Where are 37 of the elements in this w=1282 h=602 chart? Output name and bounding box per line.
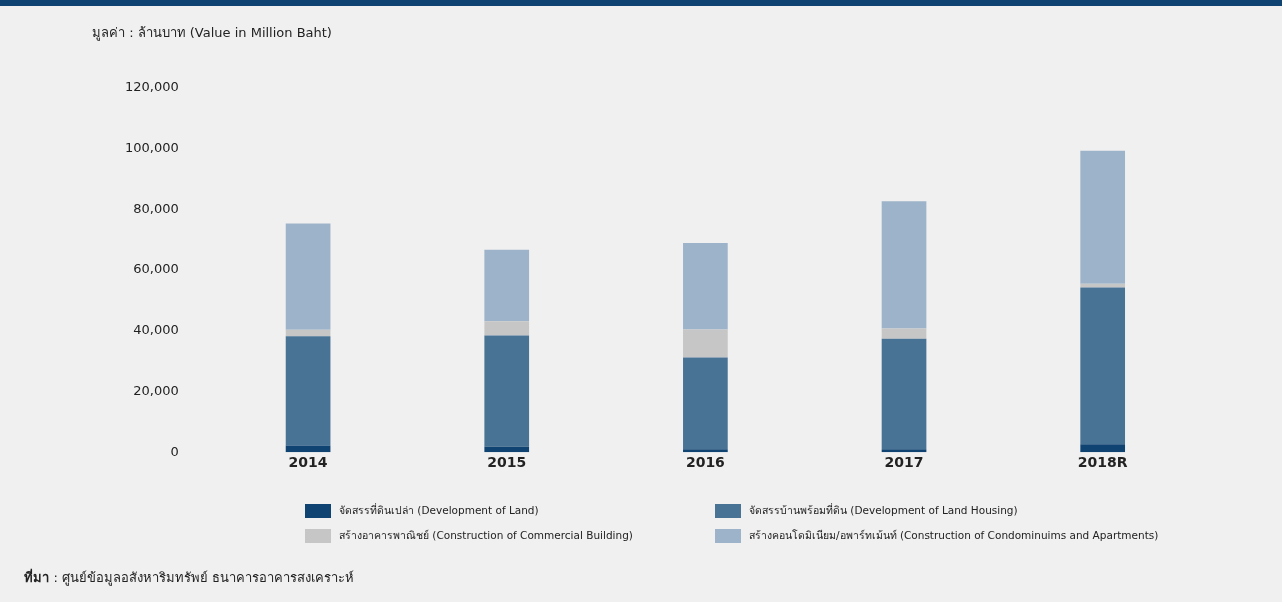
bar: [484, 335, 530, 447]
x-tick-label: 2016: [685, 454, 725, 471]
bar: [683, 449, 728, 453]
legend-label: สร้างคอนโดมิเนียม/อพาร์ทเม้นท์ (Construction of Condominuims and Apartments): [749, 528, 1159, 543]
bar: [285, 223, 331, 330]
y-tick-label: 40,000: [133, 322, 179, 338]
y-tick-label: 60,000: [133, 261, 179, 277]
bar: [285, 336, 331, 446]
bar: [484, 249, 530, 322]
bar: [683, 242, 728, 330]
x-tick-label: 2017: [884, 454, 924, 471]
bar: [881, 449, 927, 453]
y-axis-title: มูลค่า : ล้านบาท (Value in Million Baht): [92, 24, 332, 43]
bar: [484, 446, 530, 453]
y-tick-label: 0: [170, 443, 179, 459]
legend-label: จัดสรรบ้านพร้อมที่ดิน (Development of Land Housing): [749, 502, 1018, 518]
bar: [285, 329, 331, 337]
bar: [881, 328, 927, 339]
bar: [1080, 150, 1126, 284]
y-tick-label: 120,000: [124, 79, 179, 95]
bar: [1080, 287, 1126, 445]
legend-label: สร้างอาคารพาณิชย์ (Construction of Commercial Building): [339, 528, 633, 543]
x-tick-label: 2018R: [1077, 454, 1128, 471]
bar: [1080, 444, 1126, 453]
text: ที่มา : ศูนย์ข้อมูลอสังหาริมทรัพย์ ธนาคารอาคารสงเคราะห์: [24, 567, 355, 588]
bar: [484, 321, 530, 336]
bar: [881, 338, 927, 450]
bar: [1080, 283, 1126, 288]
x-tick-label: 2014: [288, 454, 328, 471]
bar: [683, 329, 728, 358]
bar: [683, 357, 728, 450]
y-tick-label: 20,000: [133, 382, 179, 398]
y-tick-label: 100,000: [124, 139, 179, 155]
y-tick-label: 80,000: [133, 200, 179, 216]
legend-label: จัดสรรที่ดินเปล่า (Development of Land): [339, 502, 539, 518]
x-tick-label: 2015: [487, 454, 527, 471]
bar: [881, 201, 927, 329]
